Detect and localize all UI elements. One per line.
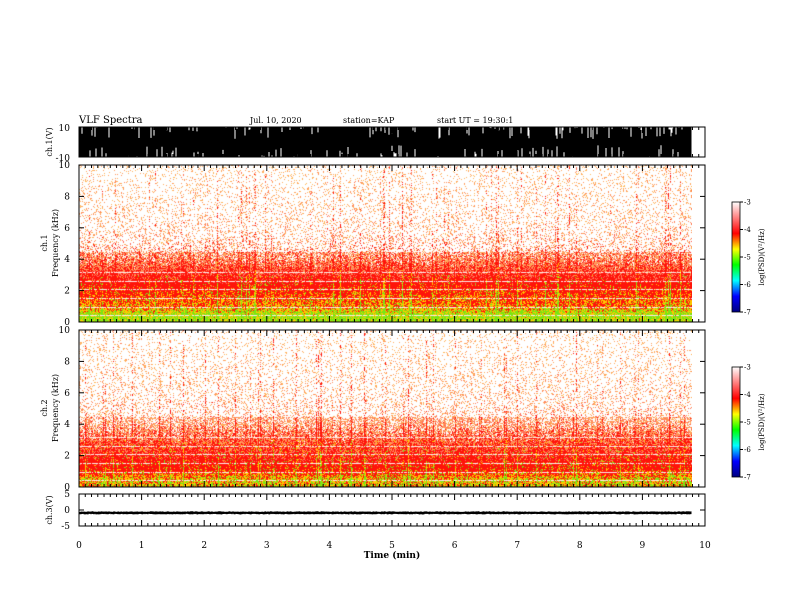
ch1-frequency-label: Frequency (kHz) (51, 209, 60, 277)
ch2-channel-label: ch.2 (40, 399, 49, 416)
ch3-waveform-trace (79, 511, 692, 515)
ytick-label: 4 (64, 255, 70, 265)
ch1-waveform-trace (79, 127, 692, 157)
ytick-label: 0 (64, 506, 70, 516)
ytick-label: 5 (64, 490, 70, 500)
colorbar-tick-label: -6 (744, 281, 751, 289)
time-axis-label: Time (min) (364, 550, 421, 561)
ch3-waveform-panel: 5 0 -5 ch.3(V) (45, 490, 706, 532)
colorbar-scale (731, 366, 741, 478)
ch3-waveform-line (79, 511, 692, 515)
figure-title: VLF Spectra (78, 115, 143, 126)
ch3-yticks: 5 0 -5 (61, 490, 705, 532)
ch1-waveform-line (79, 127, 692, 157)
colorbar-tick-label: -3 (744, 364, 751, 372)
ch1-colorbar: -3 -4 -5 -6 -7 log(PSD)(V²/Hz) (731, 199, 766, 317)
ch1-ytick-bottom: -10 (56, 154, 71, 164)
station-label: station=KAP (343, 116, 395, 125)
ch2-frequency-label: Frequency (kHz) (51, 374, 60, 442)
colorbar-tick-label: -4 (744, 391, 751, 399)
ch3-waveform-ylabel: ch.3(V) (45, 495, 54, 524)
colorbar-tick-label: -5 (744, 419, 751, 427)
ytick-label: 0 (64, 318, 70, 328)
ytick-label: -5 (61, 522, 70, 532)
ytick-label: 8 (64, 357, 70, 367)
colorbar-tick-label: -7 (744, 309, 751, 317)
xtick-label: 5 (389, 541, 395, 551)
xtick-label: 0 (76, 541, 82, 551)
colorbar-tick-label: -7 (744, 474, 751, 482)
xtick-label: 10 (699, 541, 711, 551)
colorbar-tick-label: -3 (744, 199, 751, 207)
colorbar-scale (731, 201, 741, 313)
ch1-spectrogram-yticks: 0 2 4 6 8 10 (59, 161, 705, 328)
figure-date: Jul. 10, 2020 (249, 116, 302, 125)
colorbar-label: log(PSD)(V²/Hz) (758, 393, 766, 450)
ch2-colorbar: -3 -4 -5 -6 -7 log(PSD)(V²/Hz) (731, 364, 766, 482)
ch1-spectrogram-panel: 0 2 4 6 8 10 ch.1 Frequency (kHz) (40, 161, 706, 328)
xtick-label: 1 (139, 541, 145, 551)
colorbar-label: log(PSD)(V²/Hz) (758, 228, 766, 285)
xtick-label: 3 (264, 541, 270, 551)
ytick-label: 6 (64, 224, 70, 234)
time-axis: 0 1 2 3 4 5 6 7 8 9 10 (76, 127, 711, 551)
ytick-label: 10 (59, 161, 71, 171)
start-time-label: start UT = 19:30:1 (437, 116, 513, 125)
ytick-label: 0 (64, 483, 70, 493)
ytick-label: 8 (64, 192, 70, 202)
colorbar-tick-label: -5 (744, 254, 751, 262)
ch2-spectrogram-yticks: 0 2 4 6 8 10 (59, 326, 705, 493)
ytick-label: 2 (64, 287, 70, 297)
ytick-label: 4 (64, 420, 70, 430)
xtick-label: 7 (514, 541, 520, 551)
ch2-spectrogram-panel: 0 2 4 6 8 10 ch.2 Frequency (kHz) (40, 326, 706, 493)
xtick-label: 2 (201, 541, 207, 551)
xtick-label: 9 (640, 541, 646, 551)
xtick-label: 6 (452, 541, 458, 551)
ch1-waveform-panel: 10 -10 ch.1(V) (45, 124, 706, 164)
ch1-channel-label: ch.1 (40, 234, 49, 251)
colorbar-tick-label: -4 (744, 226, 751, 234)
ch1-waveform-ylabel: ch.1(V) (45, 127, 54, 156)
ch1-ytick-top: 10 (59, 124, 71, 134)
colorbar-tick-label: -6 (744, 446, 751, 454)
xtick-label: 4 (327, 541, 333, 551)
ytick-label: 10 (59, 326, 71, 336)
ytick-label: 2 (64, 452, 70, 462)
ch2-spectrogram-heatmap (79, 330, 692, 487)
ytick-label: 6 (64, 389, 70, 399)
ch1-spectrogram-heatmap (79, 165, 692, 322)
xtick-label: 8 (577, 541, 583, 551)
